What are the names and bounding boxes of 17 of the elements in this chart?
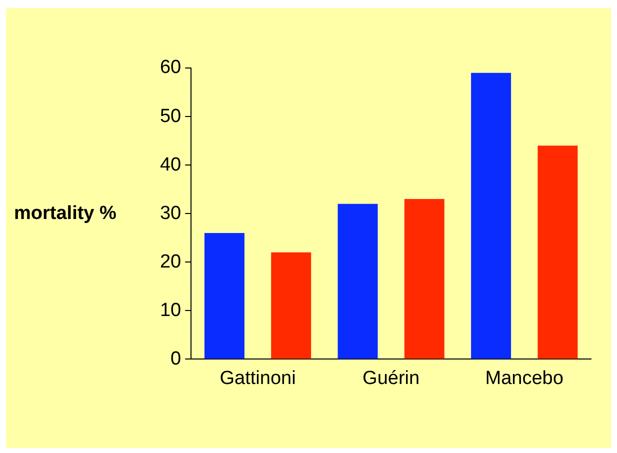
y-tick-label: 20 [160, 251, 182, 272]
x-tick-label: Guérin [362, 368, 420, 389]
y-axis-title: mortality % [14, 202, 117, 224]
y-tick-label: 40 [160, 154, 182, 176]
y-tick-label: 10 [160, 300, 182, 321]
y-tick-label: 30 [160, 202, 182, 224]
bar [471, 72, 512, 359]
x-tick-label: Mancebo [485, 368, 564, 389]
bar [538, 146, 578, 359]
bar [204, 233, 244, 359]
y-tick-label: 50 [160, 106, 182, 127]
y-tick-label: 0 [170, 348, 182, 370]
x-tick-label: Gattinoni [220, 368, 296, 389]
bar [338, 204, 378, 359]
y-tick-label: 60 [160, 57, 182, 78]
bar [271, 252, 312, 359]
bar [404, 199, 444, 359]
